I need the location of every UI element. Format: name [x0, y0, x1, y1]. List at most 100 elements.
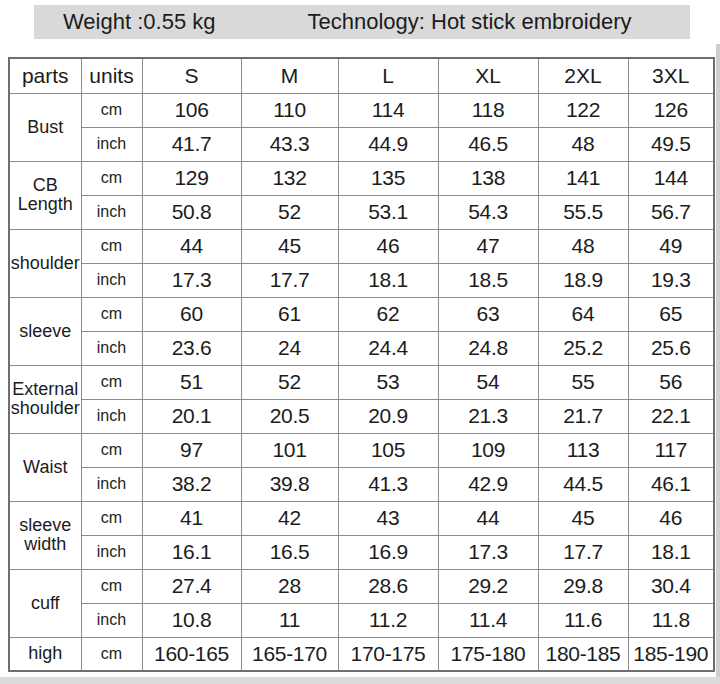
part-cell: CB Length: [9, 161, 81, 229]
table-row: inch17.317.718.118.518.919.3: [9, 263, 714, 297]
value-cell: 46: [338, 229, 438, 263]
unit-cell: inch: [81, 263, 142, 297]
unit-cell: cm: [81, 93, 142, 127]
part-cell: sleeve width: [9, 501, 81, 569]
value-cell: 63: [438, 297, 538, 331]
value-cell: 22.1: [628, 399, 714, 433]
size-chart-table: partsunitsSMLXL2XL3XL Bustcm106110114118…: [8, 57, 715, 672]
value-cell: 43: [338, 501, 438, 535]
column-header-units: units: [81, 58, 142, 93]
value-cell: 16.5: [241, 535, 338, 569]
value-cell: 180-185: [538, 637, 628, 671]
value-cell: 47: [438, 229, 538, 263]
value-cell: 18.5: [438, 263, 538, 297]
unit-cell: inch: [81, 467, 142, 501]
value-cell: 17.7: [538, 535, 628, 569]
value-cell: 53: [338, 365, 438, 399]
table-row: inch50.85253.154.355.556.7: [9, 195, 714, 229]
value-cell: 11.6: [538, 603, 628, 637]
weight-label: Weight :0.55 kg: [34, 9, 215, 35]
value-cell: 48: [538, 127, 628, 161]
value-cell: 51: [142, 365, 241, 399]
value-cell: 19.3: [628, 263, 714, 297]
value-cell: 48: [538, 229, 628, 263]
value-cell: 49.5: [628, 127, 714, 161]
value-cell: 11.4: [438, 603, 538, 637]
product-info-bar: Weight :0.55 kg Technology: Hot stick em…: [34, 5, 690, 39]
value-cell: 49: [628, 229, 714, 263]
value-cell: 42: [241, 501, 338, 535]
value-cell: 43.3: [241, 127, 338, 161]
value-cell: 44.9: [338, 127, 438, 161]
value-cell: 24: [241, 331, 338, 365]
value-cell: 53.1: [338, 195, 438, 229]
value-cell: 27.4: [142, 569, 241, 603]
value-cell: 126: [628, 93, 714, 127]
table-row: Waistcm97101105109113117: [9, 433, 714, 467]
unit-cell: cm: [81, 637, 142, 671]
value-cell: 44: [438, 501, 538, 535]
value-cell: 38.2: [142, 467, 241, 501]
value-cell: 110: [241, 93, 338, 127]
value-cell: 16.9: [338, 535, 438, 569]
column-header-3xl: 3XL: [628, 58, 714, 93]
table-row: inch41.743.344.946.54849.5: [9, 127, 714, 161]
value-cell: 39.8: [241, 467, 338, 501]
unit-cell: cm: [81, 365, 142, 399]
value-cell: 30.4: [628, 569, 714, 603]
value-cell: 44.5: [538, 467, 628, 501]
value-cell: 46: [628, 501, 714, 535]
value-cell: 55: [538, 365, 628, 399]
value-cell: 23.6: [142, 331, 241, 365]
unit-cell: inch: [81, 535, 142, 569]
table-row: cuffcm27.42828.629.229.830.4: [9, 569, 714, 603]
value-cell: 65: [628, 297, 714, 331]
column-header-s: S: [142, 58, 241, 93]
value-cell: 41: [142, 501, 241, 535]
value-cell: 25.6: [628, 331, 714, 365]
part-cell: high: [9, 637, 81, 671]
value-cell: 17.7: [241, 263, 338, 297]
value-cell: 64: [538, 297, 628, 331]
value-cell: 62: [338, 297, 438, 331]
value-cell: 24.8: [438, 331, 538, 365]
value-cell: 11.2: [338, 603, 438, 637]
value-cell: 46.1: [628, 467, 714, 501]
bottom-edge-strip: [0, 677, 720, 684]
value-cell: 44: [142, 229, 241, 263]
value-cell: 56.7: [628, 195, 714, 229]
value-cell: 144: [628, 161, 714, 195]
value-cell: 113: [538, 433, 628, 467]
value-cell: 25.2: [538, 331, 628, 365]
value-cell: 117: [628, 433, 714, 467]
value-cell: 106: [142, 93, 241, 127]
value-cell: 105: [338, 433, 438, 467]
value-cell: 61: [241, 297, 338, 331]
unit-cell: cm: [81, 569, 142, 603]
value-cell: 185-190: [628, 637, 714, 671]
part-cell: Waist: [9, 433, 81, 501]
unit-cell: inch: [81, 195, 142, 229]
value-cell: 17.3: [142, 263, 241, 297]
value-cell: 20.9: [338, 399, 438, 433]
table-row: highcm160-165165-170170-175175-180180-18…: [9, 637, 714, 671]
value-cell: 41.3: [338, 467, 438, 501]
unit-cell: inch: [81, 331, 142, 365]
value-cell: 114: [338, 93, 438, 127]
right-edge-strip: [716, 44, 720, 684]
value-cell: 129: [142, 161, 241, 195]
value-cell: 17.3: [438, 535, 538, 569]
table-row: inch38.239.841.342.944.546.1: [9, 467, 714, 501]
value-cell: 175-180: [438, 637, 538, 671]
value-cell: 20.1: [142, 399, 241, 433]
value-cell: 52: [241, 195, 338, 229]
value-cell: 11: [241, 603, 338, 637]
value-cell: 18.1: [338, 263, 438, 297]
value-cell: 122: [538, 93, 628, 127]
value-cell: 50.8: [142, 195, 241, 229]
value-cell: 11.8: [628, 603, 714, 637]
value-cell: 45: [241, 229, 338, 263]
value-cell: 138: [438, 161, 538, 195]
value-cell: 18.1: [628, 535, 714, 569]
value-cell: 42.9: [438, 467, 538, 501]
